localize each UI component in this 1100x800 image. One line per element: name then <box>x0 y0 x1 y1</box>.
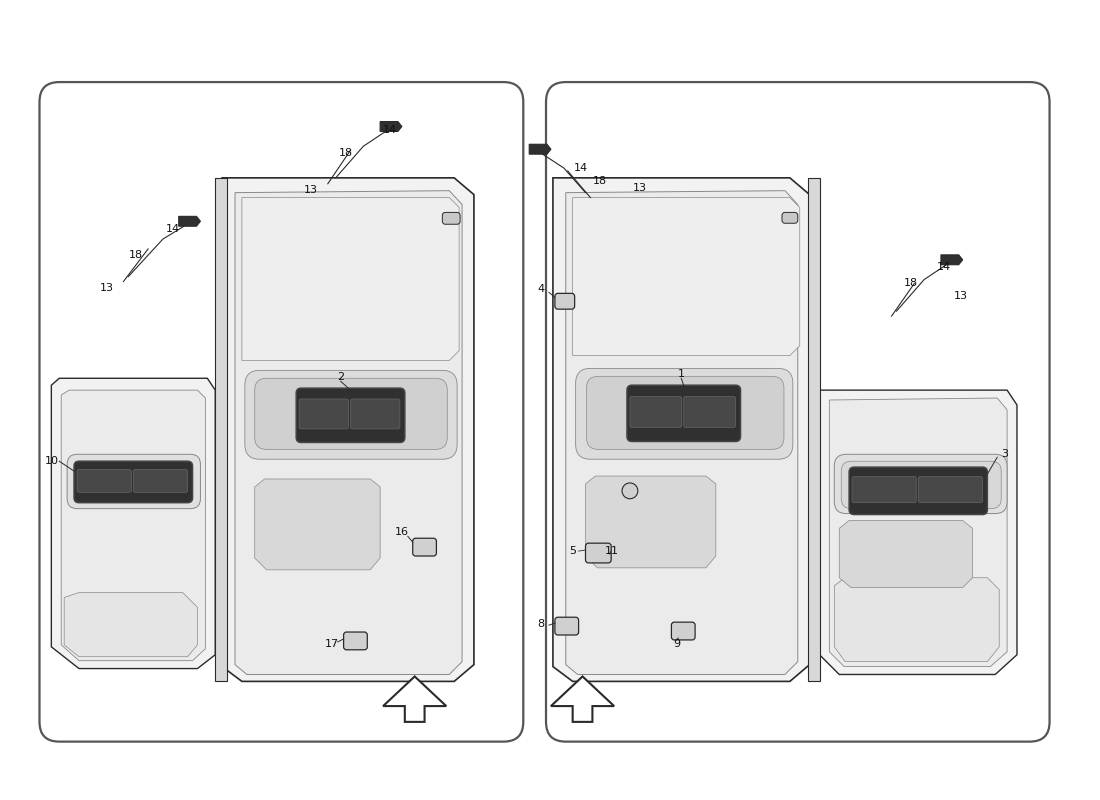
Text: 18: 18 <box>593 176 607 186</box>
FancyBboxPatch shape <box>67 454 200 509</box>
Polygon shape <box>820 390 1018 674</box>
Polygon shape <box>216 178 227 682</box>
Polygon shape <box>829 398 1008 666</box>
Text: 2: 2 <box>337 372 344 382</box>
FancyBboxPatch shape <box>852 477 916 502</box>
Circle shape <box>621 483 638 498</box>
FancyBboxPatch shape <box>918 477 982 502</box>
FancyBboxPatch shape <box>442 213 460 224</box>
Polygon shape <box>565 190 798 674</box>
Text: 14: 14 <box>166 224 179 234</box>
Text: 13: 13 <box>954 291 968 302</box>
Text: 9: 9 <box>673 639 680 649</box>
Text: 11: 11 <box>605 546 619 556</box>
FancyBboxPatch shape <box>575 369 793 459</box>
Text: eurospares: eurospares <box>595 143 1044 518</box>
Text: 8: 8 <box>538 619 544 629</box>
FancyBboxPatch shape <box>586 376 784 450</box>
Text: 3: 3 <box>1002 450 1009 459</box>
Text: 18: 18 <box>129 250 143 260</box>
Polygon shape <box>585 476 716 568</box>
FancyBboxPatch shape <box>77 470 131 492</box>
FancyBboxPatch shape <box>834 454 1008 514</box>
FancyBboxPatch shape <box>412 538 437 556</box>
Polygon shape <box>529 144 551 154</box>
Text: 13: 13 <box>304 185 318 194</box>
FancyBboxPatch shape <box>133 470 188 492</box>
Polygon shape <box>834 578 999 662</box>
Text: a passion for cars since 1985: a passion for cars since 1985 <box>675 381 944 597</box>
Polygon shape <box>222 178 474 682</box>
Polygon shape <box>381 122 402 131</box>
Polygon shape <box>52 378 216 669</box>
Text: 17: 17 <box>324 639 339 649</box>
FancyBboxPatch shape <box>671 622 695 640</box>
Polygon shape <box>839 521 972 587</box>
Text: 13: 13 <box>100 283 113 294</box>
FancyBboxPatch shape <box>343 632 367 650</box>
Polygon shape <box>383 677 447 722</box>
Polygon shape <box>553 178 810 682</box>
FancyBboxPatch shape <box>255 378 448 450</box>
Polygon shape <box>573 198 800 355</box>
FancyBboxPatch shape <box>849 467 988 514</box>
Polygon shape <box>551 677 614 722</box>
FancyBboxPatch shape <box>296 388 405 442</box>
Text: 16: 16 <box>395 527 409 538</box>
FancyBboxPatch shape <box>546 82 1049 742</box>
Polygon shape <box>64 593 198 657</box>
Text: 14: 14 <box>573 163 587 173</box>
FancyBboxPatch shape <box>684 397 736 427</box>
FancyBboxPatch shape <box>782 213 797 223</box>
FancyBboxPatch shape <box>74 462 192 502</box>
Polygon shape <box>62 390 206 661</box>
FancyBboxPatch shape <box>351 399 400 429</box>
Text: 14: 14 <box>937 262 952 272</box>
FancyBboxPatch shape <box>554 618 579 635</box>
FancyBboxPatch shape <box>299 399 349 429</box>
Polygon shape <box>242 198 459 361</box>
Text: 18: 18 <box>904 278 918 289</box>
Polygon shape <box>178 216 200 226</box>
Polygon shape <box>235 190 462 674</box>
Text: 10: 10 <box>44 456 58 466</box>
FancyBboxPatch shape <box>245 370 458 459</box>
FancyBboxPatch shape <box>40 82 524 742</box>
FancyBboxPatch shape <box>627 385 740 442</box>
FancyBboxPatch shape <box>585 543 612 563</box>
Text: 5: 5 <box>569 546 576 556</box>
Polygon shape <box>940 255 962 265</box>
Text: 13: 13 <box>632 182 647 193</box>
Text: 18: 18 <box>339 148 353 158</box>
Text: 14: 14 <box>383 126 397 135</box>
Text: 1: 1 <box>678 370 685 379</box>
Text: 4: 4 <box>538 285 544 294</box>
Polygon shape <box>807 178 820 682</box>
FancyBboxPatch shape <box>554 294 574 309</box>
FancyBboxPatch shape <box>630 397 682 427</box>
FancyBboxPatch shape <box>842 462 1001 509</box>
Polygon shape <box>255 479 381 570</box>
